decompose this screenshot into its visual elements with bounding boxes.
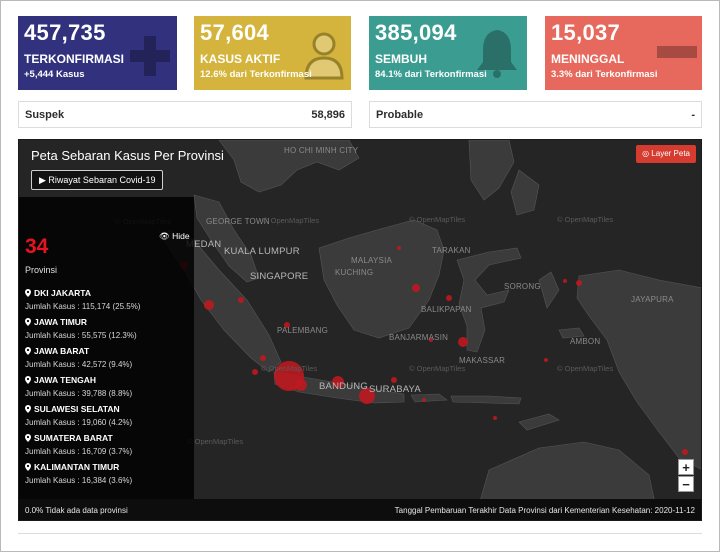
confirmed-number: 457,735 xyxy=(24,20,106,45)
province-name: SUMATERA BARAT xyxy=(34,433,113,443)
bell-icon xyxy=(477,30,517,78)
map-pin-icon xyxy=(25,376,31,384)
recovered-label: SEMBUH xyxy=(375,52,428,66)
province-name: JAWA TENGAH xyxy=(34,375,97,385)
list-item[interactable]: KALIMANTAN TIMUR Jumlah Kasus : 16,384 (… xyxy=(25,462,191,491)
riwayat-button[interactable]: ▶ Riwayat Sebaran Covid-19 xyxy=(31,170,164,190)
map-watermark: © OpenMapTiles xyxy=(409,215,466,224)
place-georgetown: GEORGE TOWN xyxy=(206,217,270,226)
place-hcm: HO CHI MINH CITY xyxy=(284,146,359,155)
confirmed-label: TERKONFIRMASI xyxy=(24,52,124,66)
recovered-card: 385,094 SEMBUH 84.1% dari Terkonfirmasi xyxy=(369,16,527,90)
map-pin-icon xyxy=(25,318,31,326)
active-label: KASUS AKTIF xyxy=(200,52,281,66)
plus-icon xyxy=(130,36,170,76)
footer-no-data: 0.0% Tidak ada data provinsi xyxy=(25,506,128,515)
recovered-number: 385,094 xyxy=(375,20,457,45)
map-watermark: © OpenMapTiles xyxy=(187,437,244,446)
probable-box: Probable - xyxy=(369,101,702,128)
recovered-sub: 84.1% dari Terkonfirmasi xyxy=(375,69,487,80)
province-name: SULAWESI SELATAN xyxy=(34,404,120,414)
map-pin-icon xyxy=(25,289,31,297)
province-detail: Jumlah Kasus : 42,572 (9.4%) xyxy=(25,360,133,369)
map-pin-icon xyxy=(25,405,31,413)
place-malaysia: MALAYSIA xyxy=(351,256,393,265)
place-bandung: BANDUNG xyxy=(319,381,368,392)
province-detail: Jumlah Kasus : 19,060 (4.2%) xyxy=(25,418,133,427)
map-footer: 0.0% Tidak ada data provinsi Tanggal Pem… xyxy=(19,499,701,520)
place-kl: KUALA LUMPUR xyxy=(224,246,300,257)
map-watermark: © OpenMapTiles xyxy=(557,215,614,224)
footer-update-date: Tanggal Pembaruan Terakhir Data Provinsi… xyxy=(394,506,695,515)
map-watermark: © OpenMapTiles xyxy=(409,364,466,373)
province-name: KALIMANTAN TIMUR xyxy=(34,462,120,472)
suspek-box: Suspek 58,896 xyxy=(18,101,352,128)
list-item[interactable]: JAWA TENGAH Jumlah Kasus : 39,788 (8.8%) xyxy=(25,375,191,404)
place-jayapura: JAYAPURA xyxy=(631,295,674,304)
place-palembang: PALEMBANG xyxy=(277,326,328,335)
place-kuching: KUCHING xyxy=(335,268,374,277)
province-name: DKI JAKARTA xyxy=(34,288,91,298)
place-tarakan: TARAKAN xyxy=(432,246,471,255)
hide-button[interactable]: 👁 Hide xyxy=(159,231,190,241)
province-detail: Jumlah Kasus : 39,788 (8.8%) xyxy=(25,389,133,398)
map-pin-icon xyxy=(25,434,31,442)
province-name: JAWA TIMUR xyxy=(34,317,88,327)
place-balikpapan: BALIKPAPAN xyxy=(421,305,472,314)
province-name: JAWA BARAT xyxy=(34,346,90,356)
list-item[interactable]: DKI JAKARTA Jumlah Kasus : 115,174 (25.5… xyxy=(25,288,191,317)
list-item[interactable]: SULAWESI SELATAN Jumlah Kasus : 19,060 (… xyxy=(25,404,191,433)
province-count: 34 xyxy=(25,235,49,258)
province-list[interactable]: DKI JAKARTA Jumlah Kasus : 115,174 (25.5… xyxy=(25,288,191,496)
province-detail: Jumlah Kasus : 55,575 (12.3%) xyxy=(25,331,137,340)
active-number: 57,604 xyxy=(200,20,270,45)
list-item[interactable]: SUMATERA BARAT Jumlah Kasus : 16,709 (3.… xyxy=(25,433,191,462)
suspek-value: 58,896 xyxy=(311,109,345,121)
probable-label: Probable xyxy=(376,109,424,121)
map-watermark: © OpenMapTiles xyxy=(263,216,320,225)
place-surabaya: SURABAYA xyxy=(369,384,421,395)
suspek-label: Suspek xyxy=(25,109,65,121)
province-detail: Jumlah Kasus : 115,174 (25.5%) xyxy=(25,302,141,311)
divider xyxy=(18,533,702,534)
map-watermark: © OpenMapTiles xyxy=(557,364,614,373)
province-map[interactable]: HO CHI MINH CITY MEDAN KUALA LUMPUR SING… xyxy=(18,139,702,521)
deaths-label: MENINGGAL xyxy=(551,52,625,66)
list-item[interactable]: JAWA BARAT Jumlah Kasus : 42,572 (9.4%) xyxy=(25,346,191,375)
place-makassar: MAKASSAR xyxy=(459,356,506,365)
list-item[interactable]: JAWA TIMUR Jumlah Kasus : 55,575 (12.3%) xyxy=(25,317,191,346)
probable-value: - xyxy=(691,109,695,121)
layer-map-button[interactable]: ◎ Layer Peta xyxy=(636,145,696,163)
place-ambon: AMBON xyxy=(570,337,601,346)
zoom-in-button[interactable]: + xyxy=(678,459,694,475)
active-sub: 12.6% dari Terkonfirmasi xyxy=(200,69,312,80)
active-card: 57,604 KASUS AKTIF 12.6% dari Terkonfirm… xyxy=(194,16,351,90)
province-detail: Jumlah Kasus : 16,384 (3.6%) xyxy=(25,476,133,485)
map-pin-icon xyxy=(25,347,31,355)
minus-icon xyxy=(657,46,697,58)
province-panel xyxy=(19,197,194,499)
province-detail: Jumlah Kasus : 16,709 (3.7%) xyxy=(25,447,133,456)
deaths-sub: 3.3% dari Terkonfirmasi xyxy=(551,69,658,80)
map-pin-icon xyxy=(25,463,31,471)
zoom-out-button[interactable]: − xyxy=(678,476,694,492)
map-watermark: © OpenMapTiles xyxy=(261,364,318,373)
confirmed-card: 457,735 TERKONFIRMASI +5,444 Kasus xyxy=(18,16,177,90)
place-sorong: SORONG xyxy=(504,282,541,291)
province-count-label: Provinsi xyxy=(25,265,58,275)
deaths-card: 15,037 MENINGGAL 3.3% dari Terkonfirmasi xyxy=(545,16,702,90)
deaths-number: 15,037 xyxy=(551,20,621,45)
confirmed-sub: +5,444 Kasus xyxy=(24,69,85,80)
map-title: Peta Sebaran Kasus Per Provinsi xyxy=(31,148,224,163)
place-banjarmasin: BANJARMASIN xyxy=(389,333,449,342)
place-medan: MEDAN xyxy=(186,239,222,250)
place-singapore: SINGAPORE xyxy=(250,271,309,282)
doctor-icon xyxy=(304,32,344,80)
